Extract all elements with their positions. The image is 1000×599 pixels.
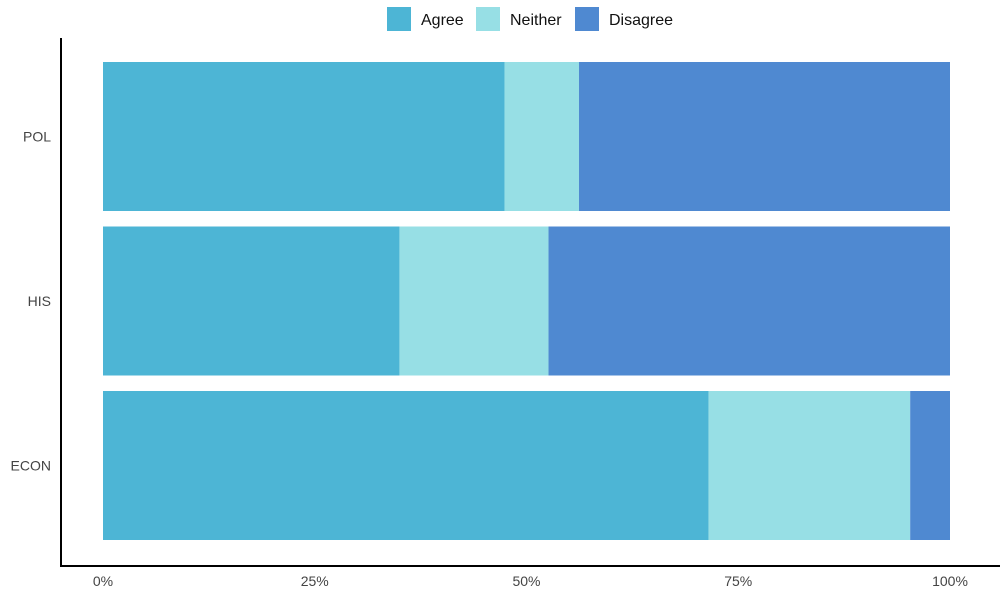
- legend-label-disagree: Disagree: [609, 12, 673, 29]
- y-tick-label-pol: POL: [23, 129, 51, 145]
- x-tick-label-0pct: 0%: [93, 573, 113, 589]
- bar-pol-agree: [103, 62, 505, 211]
- x-tick-labels: 0% 25% 50% 75% 100%: [93, 573, 968, 589]
- legend-swatch-neither: [476, 7, 500, 31]
- x-tick-label-75pct: 75%: [724, 573, 752, 589]
- x-tick-label-100pct: 100%: [932, 573, 968, 589]
- bar-pol-disagree: [579, 62, 950, 211]
- bar-his-neither: [399, 226, 549, 376]
- bar-econ-agree: [103, 391, 709, 540]
- y-tick-labels: POL HIS ECON: [11, 129, 52, 474]
- bar-his-disagree: [548, 226, 950, 376]
- bar-his-agree: [103, 226, 400, 376]
- bar-pol-neither: [504, 62, 580, 211]
- y-tick-label-econ: ECON: [11, 458, 51, 474]
- legend-swatch-disagree: [575, 7, 599, 31]
- x-tick-label-25pct: 25%: [301, 573, 329, 589]
- x-tick-label-50pct: 50%: [512, 573, 540, 589]
- y-tick-label-his: HIS: [28, 293, 51, 309]
- bars: [103, 62, 950, 540]
- bar-econ-disagree: [910, 391, 950, 540]
- legend-swatch-agree: [387, 7, 411, 31]
- legend-label-agree: Agree: [421, 12, 464, 29]
- bar-econ-neither: [708, 391, 911, 540]
- legend-label-neither: Neither: [510, 12, 562, 29]
- legend: Agree Neither Disagree: [387, 7, 673, 31]
